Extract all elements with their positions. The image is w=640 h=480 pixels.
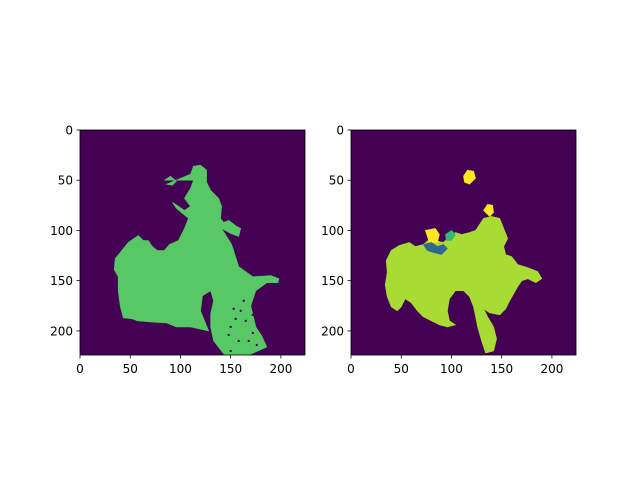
- y-tick-label: 150: [321, 274, 344, 288]
- region-wheel-spoke-speckle: [229, 325, 232, 328]
- right-panel-prediction: 0 50 100 150 200 0 50 100 150 200: [321, 124, 577, 376]
- region-wheel-spoke-speckle: [251, 313, 254, 316]
- region-wheel-spoke-speckle: [232, 307, 235, 310]
- region-wheel-spoke-speckle: [247, 339, 250, 342]
- region-predicted-other-teal: [445, 230, 456, 241]
- region-predicted-motorbike: [384, 216, 543, 354]
- y-tick-label: 50: [58, 174, 73, 188]
- region-predicted-person-arm: [424, 228, 440, 243]
- region-predicted-person-patch: [483, 203, 494, 217]
- x-tick-label: 100: [440, 362, 463, 376]
- region-wheel-spoke-speckle: [257, 305, 260, 308]
- y-tick-label: 50: [329, 174, 344, 188]
- x-tick-label: 50: [123, 362, 138, 376]
- y-tick-label: 0: [336, 124, 344, 138]
- region-wheel-spoke-speckle: [239, 309, 242, 312]
- x-tick-label: 0: [347, 362, 355, 376]
- x-tick-label: 150: [219, 362, 242, 376]
- y-tick-label: 0: [65, 124, 73, 138]
- x-tick-label: 200: [269, 362, 292, 376]
- x-tick-label: 200: [540, 362, 563, 376]
- x-tick-label: 100: [169, 362, 192, 376]
- y-tick-label: 200: [50, 324, 73, 338]
- region-predicted-other-blue: [422, 242, 448, 255]
- y-tick-label: 100: [50, 224, 73, 238]
- region-wheel-spoke-speckle: [229, 349, 232, 352]
- x-tick-label: 0: [76, 362, 84, 376]
- region-wheel-spoke-speckle: [255, 343, 258, 346]
- region-wheel-spoke-speckle: [257, 319, 260, 322]
- segmentation-image: [351, 130, 576, 355]
- segmentation-image: [80, 130, 305, 355]
- axes-frame: [79, 129, 306, 356]
- y-tick-label: 200: [321, 324, 344, 338]
- region-wheel-spoke-speckle: [251, 331, 254, 334]
- left-panel-ground-truth: 0 50 100 150 200 0 50 100 150 200: [50, 124, 306, 376]
- axes-frame: [350, 129, 577, 356]
- region-wheel-spoke-speckle: [237, 339, 240, 342]
- region-wheel-spoke-speckle: [234, 317, 237, 320]
- x-tick-label: 150: [490, 362, 513, 376]
- region-predicted-person-head: [463, 169, 476, 185]
- x-tick-label: 50: [394, 362, 409, 376]
- y-tick-label: 100: [321, 224, 344, 238]
- y-tick-label: 150: [50, 274, 73, 288]
- region-wheel-spoke-speckle: [242, 299, 245, 302]
- region-wheel-spoke-speckle: [227, 333, 230, 336]
- region-person-and-motorbike: [113, 164, 280, 355]
- region-wheel-spoke-speckle: [244, 319, 247, 322]
